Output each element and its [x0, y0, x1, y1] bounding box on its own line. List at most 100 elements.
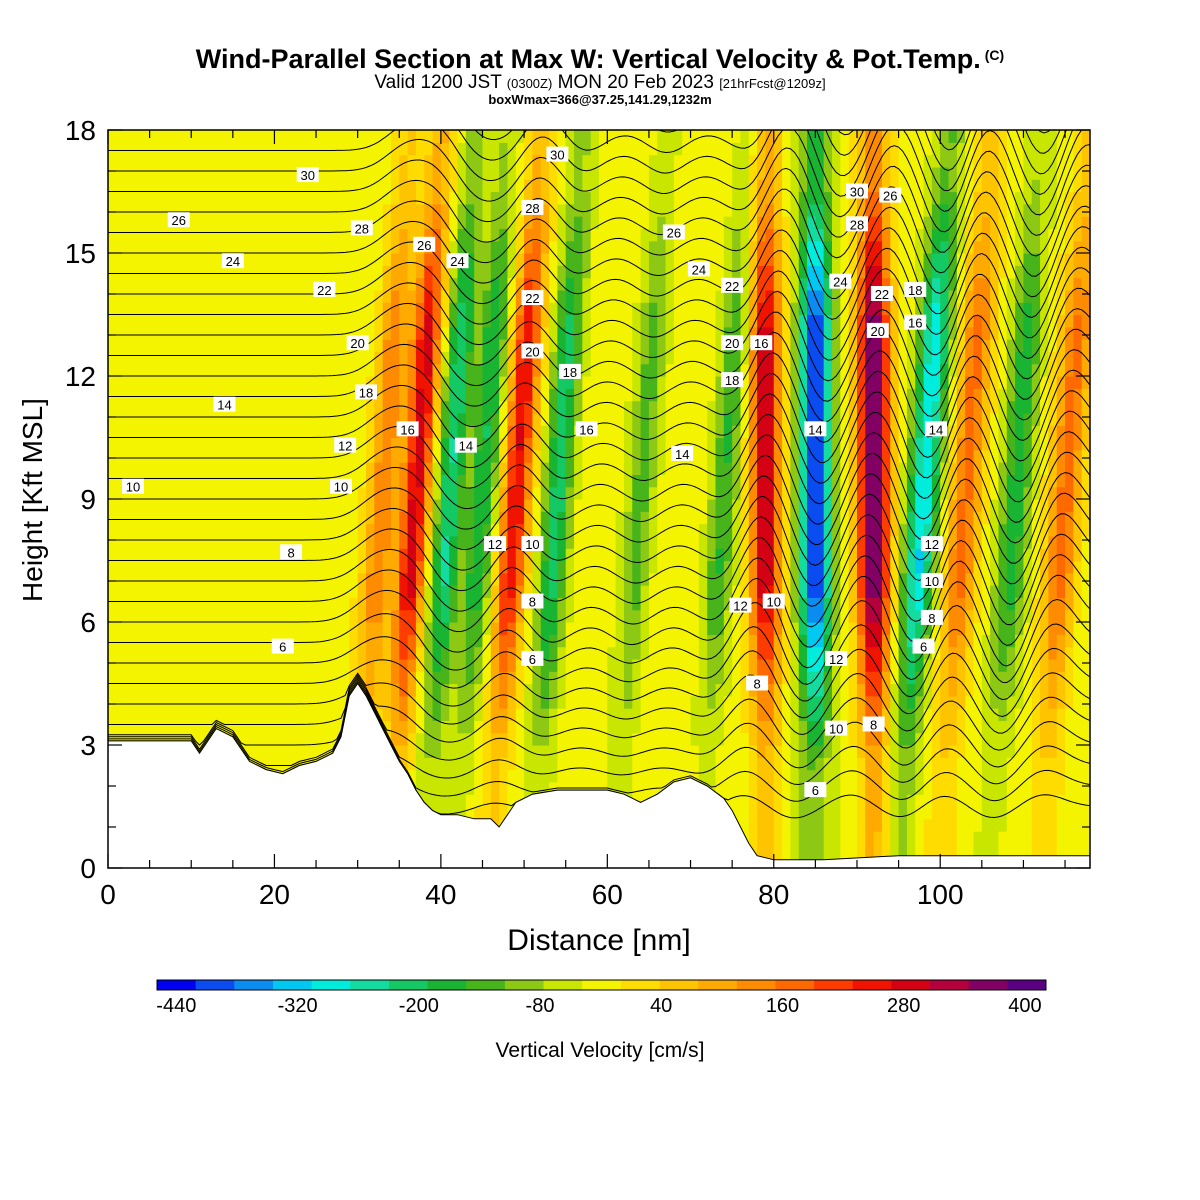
velocity-cell — [449, 265, 459, 279]
velocity-cell — [648, 277, 658, 291]
velocity-cell — [782, 400, 791, 414]
velocity-cell — [341, 400, 350, 414]
velocity-cell — [141, 253, 151, 266]
velocity-cell — [174, 240, 184, 254]
velocity-cell — [465, 806, 475, 820]
velocity-cell — [532, 216, 542, 229]
velocity-cell — [399, 609, 409, 623]
velocity-cell — [407, 486, 417, 500]
velocity-cell — [216, 695, 226, 709]
velocity-cell — [108, 166, 117, 180]
velocity-cell — [698, 425, 708, 439]
velocity-cell — [599, 265, 608, 279]
velocity-cell — [282, 695, 292, 709]
velocity-cell — [623, 142, 633, 156]
velocity-cell — [407, 597, 417, 611]
velocity-cell — [765, 511, 775, 525]
velocity-cell — [790, 203, 800, 217]
velocity-cell — [673, 277, 683, 291]
velocity-cell — [798, 818, 808, 832]
velocity-cell — [457, 130, 467, 143]
velocity-cell — [157, 720, 167, 734]
velocity-cell — [757, 658, 767, 672]
velocity-cell — [773, 425, 783, 439]
velocity-cell — [640, 708, 650, 721]
velocity-cell — [557, 179, 567, 193]
velocity-cell — [740, 609, 750, 623]
velocity-cell — [407, 191, 417, 205]
velocity-cell — [698, 757, 708, 771]
velocity-cell — [690, 326, 700, 340]
velocity-cell — [682, 695, 692, 709]
velocity-cell — [648, 400, 658, 414]
velocity-cell — [557, 486, 567, 500]
velocity-cell — [565, 314, 575, 328]
velocity-cell — [632, 499, 642, 512]
velocity-cell — [424, 585, 434, 598]
velocity-cell — [798, 831, 808, 844]
velocity-cell — [365, 191, 375, 205]
velocity-cell — [782, 585, 791, 598]
velocity-cell — [282, 708, 292, 721]
velocity-cell — [757, 720, 767, 734]
velocity-cell — [241, 240, 251, 254]
velocity-cell — [232, 646, 242, 660]
velocity-cell — [474, 400, 484, 414]
velocity-cell — [740, 400, 750, 414]
velocity-cell — [723, 474, 733, 488]
velocity-cell — [690, 609, 700, 623]
velocity-cell — [407, 326, 417, 340]
velocity-cell — [790, 548, 800, 562]
velocity-cell — [648, 523, 658, 537]
velocity-cell — [623, 769, 633, 783]
velocity-cell — [324, 216, 334, 229]
velocity-cell — [449, 548, 459, 562]
velocity-cell — [499, 363, 509, 377]
velocity-cell — [707, 622, 717, 635]
velocity-cell — [482, 154, 492, 168]
velocity-cell — [307, 523, 317, 537]
velocity-cell — [482, 277, 492, 291]
velocity-cell — [349, 326, 359, 340]
velocity-cell — [457, 203, 467, 217]
velocity-cell — [365, 535, 375, 549]
velocity-cell — [191, 449, 201, 463]
velocity-cell — [465, 179, 475, 193]
velocity-cell — [266, 597, 276, 611]
velocity-cell — [532, 769, 542, 783]
velocity-cell — [199, 646, 209, 660]
velocity-cell — [182, 609, 192, 623]
velocity-cell — [341, 671, 350, 685]
velocity-cell — [374, 560, 384, 574]
velocity-cell — [457, 560, 467, 574]
velocity-cell — [241, 499, 251, 512]
velocity-cell — [432, 277, 442, 291]
velocity-cell — [507, 572, 517, 586]
velocity-cell — [648, 289, 658, 303]
velocity-cell — [557, 302, 567, 316]
velocity-cell — [515, 388, 525, 402]
velocity-cell — [707, 671, 717, 685]
velocity-cell — [407, 572, 417, 586]
velocity-cell — [640, 769, 650, 783]
velocity-cell — [191, 634, 201, 648]
velocity-cell — [732, 216, 742, 229]
velocity-cell — [657, 535, 667, 549]
velocity-cell — [232, 142, 242, 156]
velocity-cell — [599, 302, 608, 316]
velocity-cell — [732, 535, 742, 549]
velocity-cell — [241, 179, 251, 193]
velocity-cell — [524, 363, 534, 377]
velocity-cell — [690, 658, 700, 672]
velocity-cell — [307, 412, 317, 426]
velocity-cell — [174, 130, 184, 143]
velocity-cell — [457, 400, 467, 414]
velocity-cell — [349, 253, 359, 266]
velocity-cell — [715, 130, 725, 143]
velocity-cell — [149, 462, 159, 475]
velocity-cell — [365, 166, 375, 180]
velocity-cell — [657, 572, 667, 586]
velocity-cell — [732, 745, 742, 758]
velocity-cell — [782, 363, 791, 377]
velocity-cell — [291, 622, 300, 635]
